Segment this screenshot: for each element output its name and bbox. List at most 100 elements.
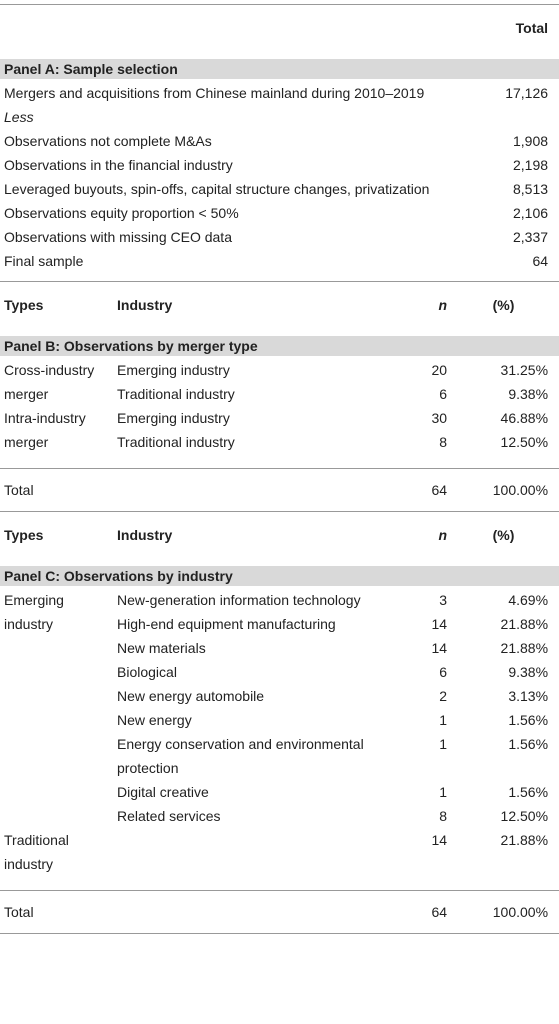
n-value: 1 — [439, 784, 448, 800]
n-value: 2 — [439, 688, 448, 704]
row-label: Observations with missing CEO data — [4, 229, 232, 245]
table-row: Intra-industry merger Emerging industry 30… — [0, 406, 559, 450]
row-value: 8,513 — [512, 181, 549, 197]
industry-label: New materials — [117, 640, 206, 656]
type-label: Traditional industry — [4, 832, 69, 872]
pct-value: 9.38% — [508, 664, 549, 680]
row-label: Leveraged buyouts, spin-offs, capital st… — [4, 181, 430, 197]
total-pct: 100.00% — [455, 890, 559, 934]
pct-value: 1.56% — [508, 712, 549, 728]
pct-value: 12.50% — [500, 808, 549, 824]
pct-value: 9.38% — [508, 386, 549, 402]
n-value: 8 — [439, 808, 448, 824]
blank-cell — [113, 890, 400, 934]
n-value: 14 — [431, 616, 448, 632]
panel-band: Panel C: Observations by industry — [0, 557, 559, 588]
row-label: Less — [4, 109, 34, 125]
row-label: Final sample — [4, 253, 84, 269]
column-header: n — [400, 511, 456, 557]
pct-value: 21.88% — [500, 832, 549, 848]
row-label: Observations not complete M&As — [4, 133, 212, 149]
n-value: 14 — [431, 832, 448, 848]
n-value: 3 — [439, 592, 448, 608]
table-row: Total — [0, 5, 559, 51]
pct-value: 1.56% — [508, 784, 549, 800]
table-row: Related services 8 12.50% — [0, 804, 559, 828]
table-row: Energy conservation and environmental pr… — [0, 732, 559, 780]
n-value: 8 — [439, 434, 448, 450]
table-row: Digital creative 1 1.56% — [0, 780, 559, 804]
table-row: Panel A: Sample selection — [0, 50, 559, 81]
type-label: Cross-industry merger — [4, 362, 95, 402]
industry-label: New energy automobile — [117, 688, 265, 704]
pct-value: 1.56% — [508, 736, 549, 752]
table-row: Observations with missing CEO data 2,337 — [0, 225, 559, 249]
industry-label: Biological — [117, 664, 177, 680]
row-value: 2,198 — [512, 157, 549, 173]
table-row: Total 64 100.00% — [0, 468, 559, 512]
industry-label: Related services — [117, 808, 221, 824]
table-row: Observations in the financial industry 2,… — [0, 153, 559, 177]
row-value: 1,908 — [512, 133, 549, 149]
table-row: Types Industry n (%) — [0, 281, 559, 327]
row-value: 17,126 — [505, 85, 549, 101]
panel-band: Panel A: Sample selection — [0, 50, 559, 81]
industry-label: New-generation information technology — [117, 592, 361, 608]
n-value: 1 — [439, 736, 448, 752]
table-row: New materials 14 21.88% — [0, 636, 559, 660]
table-row: Types Industry n (%) — [0, 511, 559, 557]
n-value: 20 — [431, 362, 448, 378]
pct-value: 31.25% — [500, 362, 549, 378]
row-value: 2,337 — [512, 229, 549, 245]
table-row: New energy 1 1.56% — [0, 708, 559, 732]
type-label: Emerging industry — [4, 592, 64, 632]
panel-title: Panel A: Sample selection — [0, 59, 559, 79]
table-row: Traditional industry 6 9.38% — [0, 382, 559, 406]
n-value: 14 — [431, 640, 448, 656]
table-row: Cross-industry merger Emerging industry 20… — [0, 358, 559, 402]
total-pct: 100.00% — [455, 468, 559, 512]
type-label: Intra-industry merger — [4, 410, 86, 450]
pct-value: 3.13% — [508, 688, 549, 704]
column-header: Industry — [113, 281, 400, 327]
row-label: Observations in the financial industry — [4, 157, 233, 173]
table-row: Observations not complete M&As 1,908 — [0, 129, 559, 153]
column-header: Industry — [113, 511, 400, 557]
industry-label: Energy conservation and environmental pr… — [117, 736, 364, 776]
page: Total Panel A: Sample selection Mergers an… — [0, 4, 559, 1024]
pct-value: 46.88% — [500, 410, 549, 426]
industry-label: Emerging industry — [117, 362, 230, 378]
table-row: Traditional industry 14 21.88% — [0, 828, 559, 891]
row-value: 2,106 — [512, 205, 549, 221]
data-table: Total Panel A: Sample selection Mergers an… — [0, 4, 559, 934]
table-row: Biological 6 9.38% — [0, 660, 559, 684]
row-value: 64 — [532, 253, 549, 269]
industry-label: New energy — [117, 712, 192, 728]
total-n: 64 — [400, 468, 456, 512]
table-row: Leveraged buyouts, spin-offs, capital st… — [0, 177, 559, 201]
table-row: Final sample 64 — [0, 249, 559, 282]
industry-label: Traditional industry — [117, 386, 235, 402]
table-row: Panel C: Observations by industry — [0, 557, 559, 588]
column-header: (%) — [455, 511, 559, 557]
column-header: Types — [0, 511, 113, 557]
panel-title: Panel B: Observations by merger type — [0, 336, 559, 356]
n-value: 6 — [439, 664, 448, 680]
total-label: Total — [0, 468, 113, 512]
row-value — [455, 105, 559, 129]
industry-label: High-end equipment manufacturing — [117, 616, 336, 632]
table-row: Total 64 100.00% — [0, 890, 559, 934]
blank-cell — [113, 468, 400, 512]
column-header: n — [400, 281, 456, 327]
column-header: Types — [0, 281, 113, 327]
industry-label: Traditional industry — [117, 434, 235, 450]
table-row: Observations equity proportion < 50% 2,10… — [0, 201, 559, 225]
row-label: Mergers and acquisitions from Chinese ma… — [4, 85, 425, 101]
n-value: 1 — [439, 712, 448, 728]
column-header: Total — [515, 19, 549, 36]
total-n: 64 — [400, 890, 456, 934]
industry-label — [113, 828, 400, 891]
row-label: Observations equity proportion < 50% — [4, 205, 239, 221]
blank-cell — [0, 5, 455, 51]
column-header: (%) — [455, 281, 559, 327]
